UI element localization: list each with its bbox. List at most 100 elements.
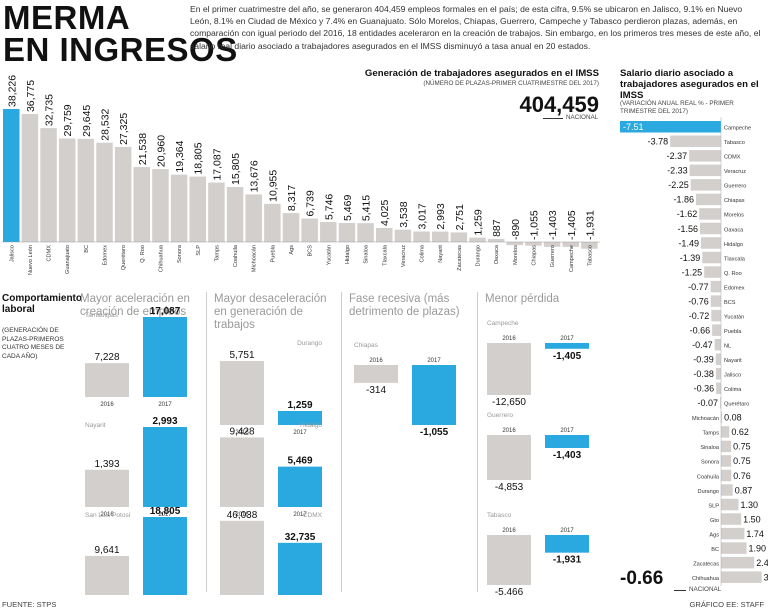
panel-value-label: 9,641 [94,545,119,556]
main-bar [581,242,598,249]
main-category-label: CDMX [47,245,53,262]
panel-value-label: 46,038 [227,510,258,521]
salary-category-label: Jalisco [724,373,741,379]
salary-category-label: Zacatecas [693,561,719,567]
main-bar [431,231,449,242]
salary-value-label: -2.33 [667,166,688,176]
salary-value-label: -0.39 [693,355,714,365]
panel-state-label: Tamaulipas [85,312,119,319]
main-value-label: 5,415 [361,195,373,221]
main-category-label: Querétaro [121,245,127,270]
main-bar [264,203,281,242]
salary-category-label: Yucatán [724,314,744,320]
panel-bar [85,555,129,595]
main-chart-title: Generación de trabajadores asegurados en… [364,68,599,79]
salary-bar [704,266,721,278]
salary-value-label: -3.78 [648,137,669,147]
behavior-subtitle: (GENERACIÓN DE PLAZAS-PRIMEROS CUATRO ME… [2,327,65,360]
salary-value-label: -0.76 [688,296,709,306]
salary-chart-title: Salario diario asociado a trabajadores a… [620,68,759,101]
main-value-label: 18,805 [193,142,205,174]
main-value-label: 20,960 [155,135,167,167]
main-chart-total: 404,459 [519,92,599,117]
main-category-label: Sonora [177,244,183,263]
salary-value-label: 0.87 [735,485,753,495]
main-value-label: 32,735 [44,94,56,126]
salary-bar [721,426,730,438]
main-value-label: 3,017 [417,203,429,229]
panel-state-label: Tabasco [487,512,512,519]
salary-bar [700,222,721,235]
main-value-label: 8,317 [286,185,298,211]
main-value-label: -1,405 [566,210,578,240]
main-category-label: Zacatecas [457,245,463,271]
panel-year-label: 2017 [560,528,574,534]
panel-year-label: 2017 [158,402,172,408]
salary-bar [670,135,721,148]
panel-year-label: 2017 [427,358,441,364]
salary-value-label: 0.75 [733,456,751,466]
salary-value-label: -0.38 [693,369,714,379]
salary-bar [716,382,721,395]
main-bar [133,167,151,242]
salary-category-label: Durango [698,489,719,495]
main-bar [469,237,486,242]
main-category-label: Oaxaca [494,244,500,264]
main-value-label: 21,538 [137,133,149,165]
panel-year-label: 2016 [369,358,383,364]
main-category-label: Yucatán [326,245,332,265]
main-category-label: Tabasco [587,245,593,266]
main-bar-chart: 38,226 Jalisco 36,775 Nuevo León 32,735 CDMX 2… [2,75,600,275]
main-value-label: 887 [491,219,503,237]
main-category-label: Nuevo León [28,245,34,275]
panel-state-label: Campeche [487,320,519,327]
main-bar [450,232,468,242]
main-category-label: Tamps [214,245,220,262]
salary-bar [695,193,721,206]
salary-category-label: Ags [709,532,719,538]
salary-bar [715,368,721,380]
panel-year-label: 2017 [560,336,574,342]
main-category-label: Chihuahua [158,244,164,272]
salary-bar [721,455,732,467]
salary-bar [710,280,721,293]
panel-state-label: Nayarit [85,422,106,429]
salary-category-label: Chihuahua [692,576,720,582]
salary-value-label: -1.62 [677,209,698,219]
salary-chart-subtitle: (VARIACIÓN ANUAL REAL % - PRIMER TRIMEST… [620,100,734,115]
salary-category-label: Querétaro [724,402,749,408]
salary-bar [715,353,721,365]
salary-category-label: Chiapas [724,198,745,204]
salary-bar [699,208,721,220]
main-category-label: Ags [289,245,295,255]
main-bar [413,231,430,242]
main-bar [114,146,132,242]
salary-value-label: -1.49 [678,238,699,248]
salary-category-label: SLP [708,503,719,509]
panel-bar [143,517,187,595]
main-category-label: Guanajuato [65,245,71,274]
main-bar [58,138,76,242]
main-bar [394,229,412,242]
main-bar [245,194,262,242]
behavior-title: Comportamiento laboral [2,293,82,315]
main-category-label: Nayarit [438,245,444,263]
main-bar [562,242,579,247]
main-value-label: 13,676 [249,160,261,192]
salary-value-label: 1.30 [740,500,758,510]
divider [206,292,207,592]
salary-category-label: Guerrero [724,184,746,190]
panel-value-label: 1,259 [287,400,312,411]
salary-value-label: -1.86 [673,195,694,205]
main-category-label: BC [84,245,90,253]
intro-text: En el primer cuatrimestre del año, se ge… [190,4,761,51]
panel-year-label: 2016 [235,430,249,436]
main-bar [543,242,561,247]
main-bar [152,169,169,242]
salary-category-label: Hidalgo [724,242,743,248]
panel-bar [545,343,589,349]
main-bar [338,222,356,242]
panel-value-label: 17,087 [150,306,181,317]
panel-bar [85,469,129,507]
panel-value-label: 2,993 [152,416,177,427]
